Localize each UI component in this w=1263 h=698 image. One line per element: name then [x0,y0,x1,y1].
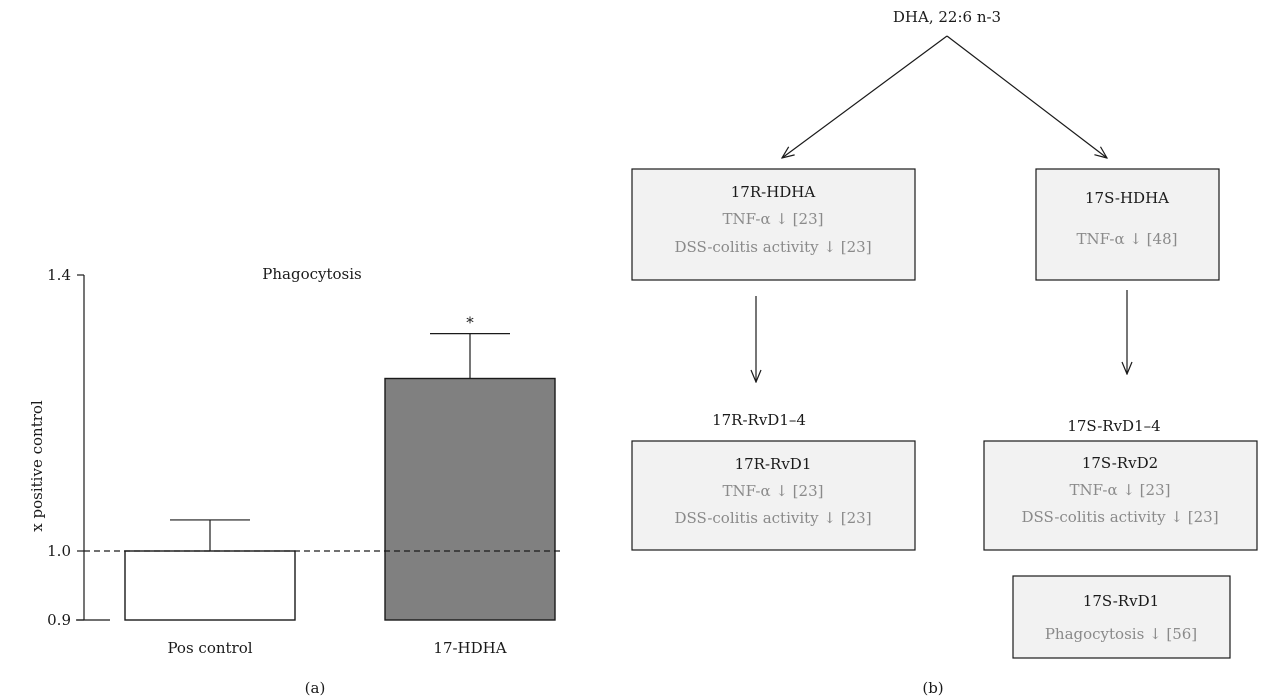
bar [124,550,296,621]
y-tick-label: 1.4 [47,266,71,284]
box-17s-rvd1: 17S-RvD1 Phagocytosis ↓ [56] [1012,575,1231,659]
box-17r-rvd1-title: 17R-RvD1 [735,455,812,473]
box-17r-hdha-title: 17R-HDHA [731,183,816,201]
y-axis-label: x positive control [28,400,46,532]
label-17s-rvd1-4: 17S-RvD1–4 [1067,417,1160,435]
significance-marker: * [466,314,474,332]
bars: Pos control * 17-HDHA [84,314,560,657]
y-axis: 0.9 1.0 1.4 [47,266,110,629]
category-label: 17-HDHA [433,639,506,657]
box-17s-rvd2-line1: TNF-α ↓ [23] [1070,481,1171,499]
box-17r-hdha-line2: DSS-colitis activity ↓ [23] [674,238,871,256]
box-17s-rvd2: 17S-RvD2 TNF-α ↓ [23] DSS-colitis activi… [983,440,1258,551]
arrow-dha-to-17s-hdha [946,35,1107,158]
box-17r-rvd1-line2: DSS-colitis activity ↓ [23] [674,509,871,527]
box-17r-hdha-line1: TNF-α ↓ [23] [723,210,824,228]
panel-a-chart: 0.9 1.0 1.4 Pos control * 17-HDHA Phagocytos… [28,265,560,697]
box-17s-hdha-line1: TNF-α ↓ [48] [1077,230,1178,248]
chart-title: Phagocytosis [262,265,361,283]
label-17r-rvd1-4: 17R-RvD1–4 [712,411,806,429]
bar [384,377,556,621]
panel-b-diagram: DHA, 22:6 n-3 17R-HDHA TNF-α ↓ [23] DSS-… [631,8,1258,697]
box-17s-rvd1-line1: Phagocytosis ↓ [56] [1045,625,1197,643]
arrow-dha-to-17r-hdha [782,35,948,158]
box-17s-hdha: 17S-HDHA TNF-α ↓ [48] [1035,168,1220,281]
panel-a-caption: (a) [305,679,326,697]
box-17r-rvd1-line1: TNF-α ↓ [23] [723,482,824,500]
category-label: Pos control [167,639,252,657]
box-17r-rvd1: 17R-RvD1 TNF-α ↓ [23] DSS-colitis activi… [631,440,916,551]
box-17s-hdha-title: 17S-HDHA [1085,189,1169,207]
root-node-dha: DHA, 22:6 n-3 [893,8,1001,26]
y-tick-label: 0.9 [47,611,71,629]
y-tick-label: 1.0 [47,542,71,560]
box-17s-rvd2-line2: DSS-colitis activity ↓ [23] [1021,508,1218,526]
box-17s-rvd1-title: 17S-RvD1 [1083,592,1159,610]
box-17r-hdha: 17R-HDHA TNF-α ↓ [23] DSS-colitis activi… [631,168,916,281]
panel-b-caption: (b) [922,679,943,697]
box-17s-rvd2-title: 17S-RvD2 [1082,454,1158,472]
